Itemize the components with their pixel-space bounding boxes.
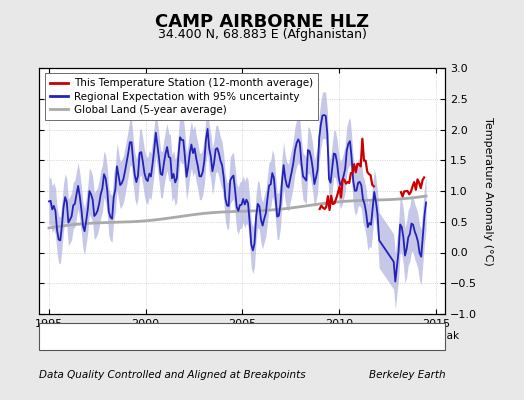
Legend: This Temperature Station (12-month average), Regional Expectation with 95% uncer: This Temperature Station (12-month avera… xyxy=(45,73,318,120)
Text: Empirical Break: Empirical Break xyxy=(377,331,460,341)
Text: Berkeley Earth: Berkeley Earth xyxy=(369,370,445,380)
Text: Record Gap: Record Gap xyxy=(155,331,215,341)
Text: 34.400 N, 68.883 E (Afghanistan): 34.400 N, 68.883 E (Afghanistan) xyxy=(158,28,366,41)
Text: Time of Obs. Change: Time of Obs. Change xyxy=(254,331,363,341)
Text: Station Move: Station Move xyxy=(58,331,126,341)
Y-axis label: Temperature Anomaly (°C): Temperature Anomaly (°C) xyxy=(483,117,493,265)
Text: Data Quality Controlled and Aligned at Breakpoints: Data Quality Controlled and Aligned at B… xyxy=(39,370,306,380)
Text: CAMP AIRBORNE HLZ: CAMP AIRBORNE HLZ xyxy=(155,13,369,31)
